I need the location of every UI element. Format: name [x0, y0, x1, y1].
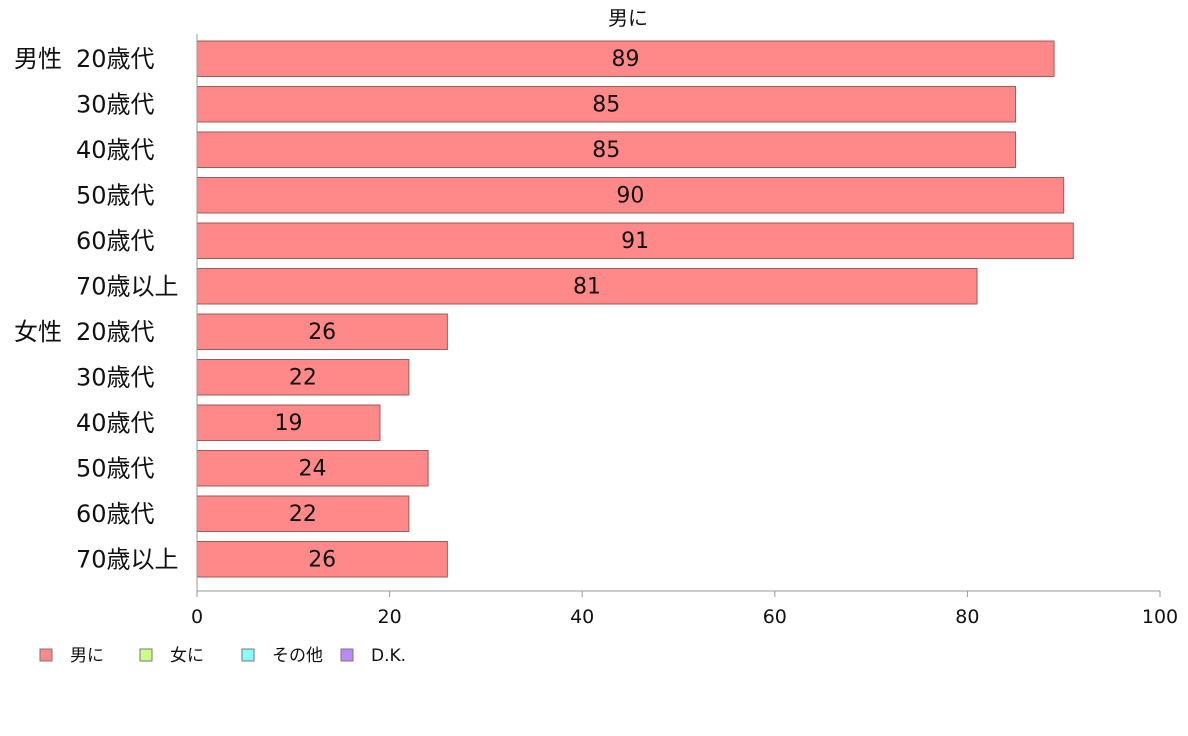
data-label: 90 — [616, 183, 644, 208]
x-tick-label: 60 — [763, 606, 787, 628]
data-label: 24 — [299, 456, 327, 481]
legend-label: 男に — [70, 646, 104, 666]
data-label: 85 — [592, 92, 620, 117]
data-label: 85 — [592, 138, 620, 163]
chart-title: 男に — [608, 6, 648, 30]
data-label: 81 — [573, 274, 601, 299]
bar — [196, 177, 1065, 214]
group-label: 女性 — [14, 318, 62, 346]
bars: 89 85 85 90 91 81 26 22 19 24 22 26 — [196, 40, 1074, 578]
bar — [196, 131, 1017, 168]
legend: 男に 女に その他 D.K. — [39, 646, 406, 666]
bar — [196, 86, 1017, 123]
legend-swatch — [139, 648, 153, 662]
category-label: 30歳代 — [76, 363, 155, 391]
legend-label: D.K. — [371, 646, 406, 666]
data-label: 26 — [308, 320, 336, 345]
data-label: 22 — [289, 502, 317, 527]
x-tick-label: 80 — [955, 606, 979, 628]
category-label: 60歳代 — [76, 500, 155, 528]
category-label: 30歳代 — [76, 90, 155, 118]
data-label: 19 — [274, 411, 302, 436]
data-label: 91 — [621, 229, 649, 254]
data-label: 22 — [289, 365, 317, 390]
bar — [196, 268, 978, 305]
bar — [196, 222, 1074, 259]
category-label: 40歳代 — [76, 136, 155, 164]
legend-swatch — [340, 648, 354, 662]
group-label: 男性 — [14, 45, 62, 73]
category-label: 40歳代 — [76, 409, 155, 437]
x-tick-label: 40 — [570, 606, 594, 628]
category-label: 50歳代 — [76, 181, 155, 209]
bar — [196, 495, 410, 532]
category-label: 50歳代 — [76, 454, 155, 482]
bar — [196, 541, 448, 578]
bar — [196, 40, 1055, 77]
category-labels: 20歳代男性30歳代40歳代50歳代60歳代70歳以上20歳代女性30歳代40歳… — [14, 45, 179, 574]
x-axis: 0 20 40 60 80 100 — [191, 34, 1178, 628]
category-label: 20歳代 — [76, 318, 155, 346]
data-label: 26 — [308, 547, 336, 572]
category-label: 20歳代 — [76, 45, 155, 73]
x-tick-label: 20 — [378, 606, 402, 628]
legend-swatch — [241, 648, 255, 662]
bar — [196, 313, 448, 350]
x-tick-label: 0 — [191, 606, 203, 628]
category-label: 70歳以上 — [76, 272, 179, 300]
bar — [196, 450, 429, 487]
category-label: 60歳代 — [76, 227, 155, 255]
x-tick-label: 100 — [1142, 606, 1178, 628]
category-label: 70歳以上 — [76, 545, 179, 573]
legend-swatch — [39, 648, 53, 662]
data-label: 89 — [612, 47, 640, 72]
legend-label: その他 — [272, 646, 323, 666]
legend-label: 女に — [170, 646, 204, 666]
